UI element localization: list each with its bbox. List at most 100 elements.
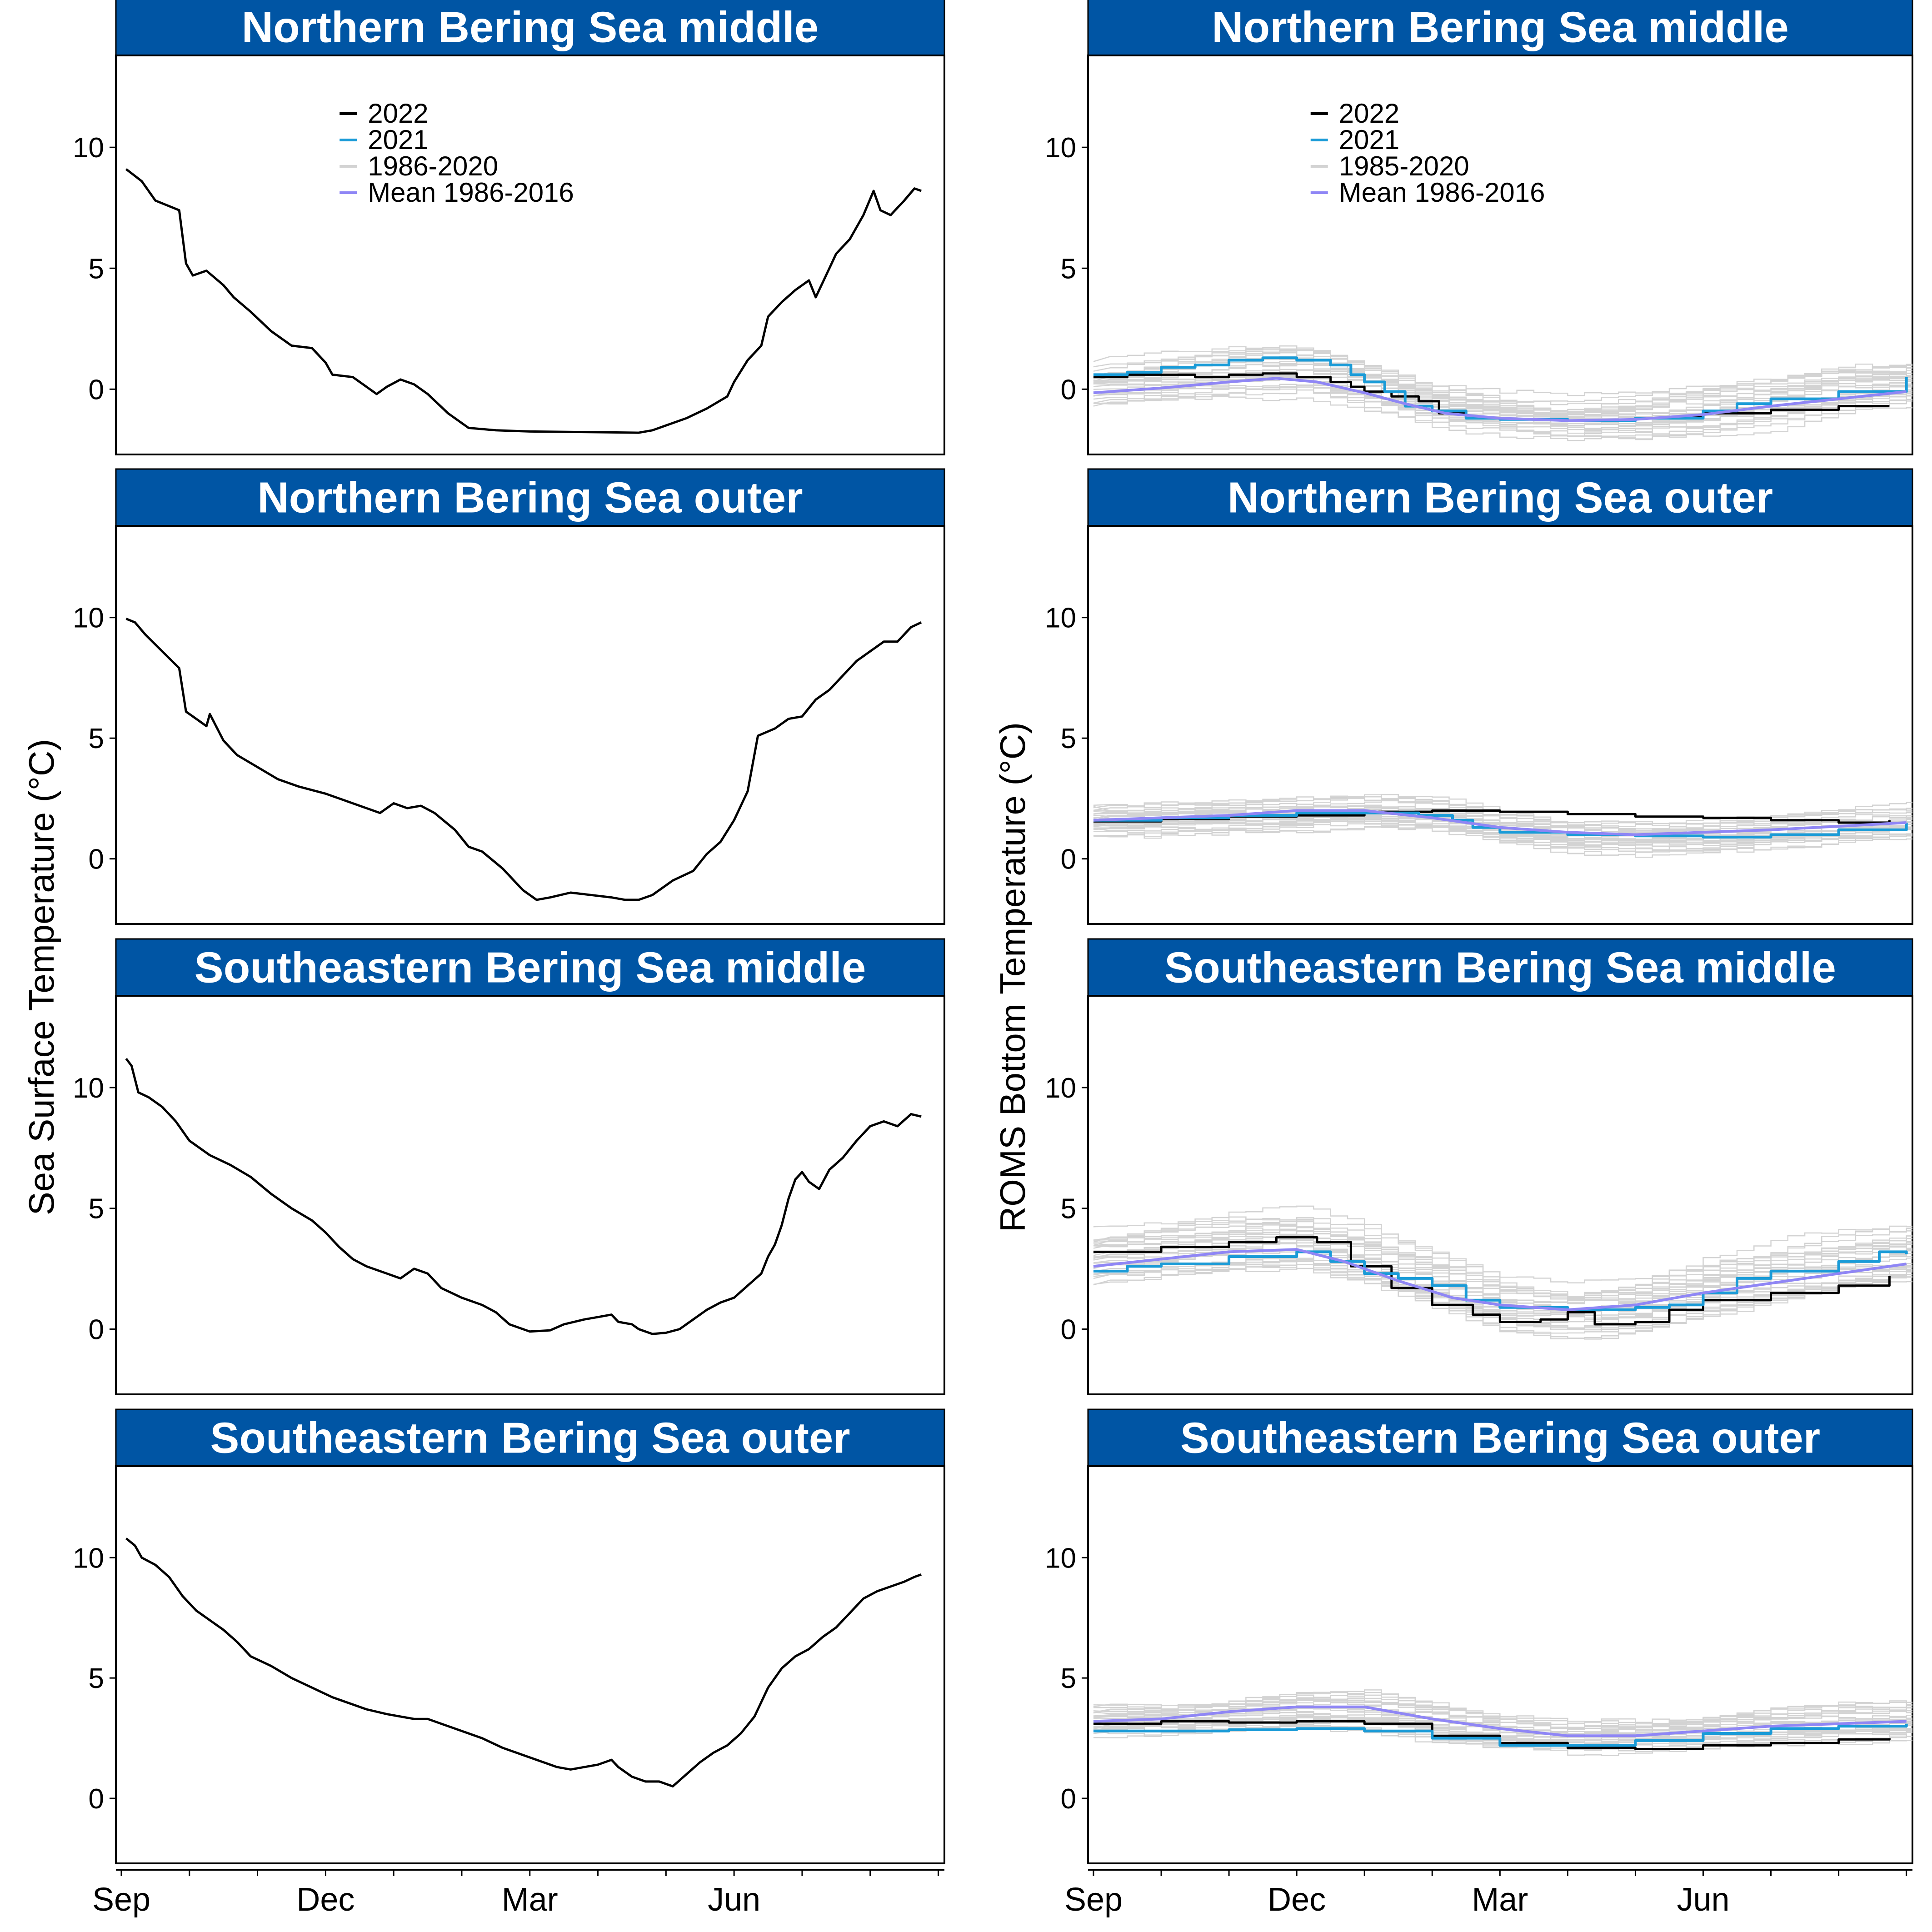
panel-border [115,55,945,455]
plot-area [125,168,922,434]
plot-area [125,1537,922,1787]
y-tick-label: 0 [1061,844,1076,875]
plot-area [1093,794,1912,858]
y-tick-label: 10 [1045,1543,1076,1574]
y-tick-label: 0 [1061,1783,1076,1815]
panel-strip [1087,0,1913,56]
x-tick-label: Mar [1472,1882,1528,1918]
legend-label: Mean 1986-2016 [368,177,574,208]
panel-strip [1087,468,1913,527]
y-tick-label: 10 [1045,603,1076,634]
legend-label: 1986-2020 [368,151,498,181]
history-line [1093,1217,1912,1301]
panel-3: Southeastern Bering Sea middle 0 5 10 [73,938,945,1395]
y-tick-label: 10 [73,1543,104,1574]
history-line [1093,1717,1912,1752]
legend-label: 1985-2020 [1339,151,1469,181]
y-tick-label: 5 [89,253,104,285]
x-tick-label: Dec [1268,1882,1326,1918]
plot-area [1093,1205,1912,1340]
history-line [1093,1697,1912,1723]
panel-title: Northern Bering Sea middle [1212,3,1789,52]
history-line [1093,1698,1912,1729]
y-tick-label: 5 [89,1663,104,1694]
x-tick-label: Jun [1677,1882,1729,1918]
panel-border [115,525,945,925]
y-tick-label: 5 [1061,253,1076,285]
panel-border [115,995,945,1395]
legend-label: 2022 [368,98,428,129]
y-axis-title-right: ROMS Bottom Temperature (°C) [993,722,1033,1232]
series-mean-1986-2016 [1093,809,1907,836]
panel-strip [115,0,945,56]
x-tick-label: Jun [708,1882,760,1918]
series-2021 [1093,1250,1908,1311]
y-tick-label: 5 [89,1193,104,1225]
history-line [1093,389,1912,440]
legend-label: 2022 [1339,98,1399,129]
panel-border [1087,1465,1913,1864]
panel-title: Southeastern Bering Sea middle [1164,944,1836,992]
history-line [1093,386,1912,441]
series-mean-1986-2016 [1093,1248,1907,1311]
panel-strip [1087,938,1913,997]
y-tick-label: 10 [73,132,104,164]
x-tick-label: Dec [296,1882,354,1918]
legend-label: 2021 [368,125,428,155]
series-mean-1986-2016 [1093,377,1907,422]
plot-area [1093,345,1912,441]
panel-title: Northern Bering Sea outer [1228,474,1773,522]
panel-6: Northern Bering Sea outer 0 5 10 [1045,468,1913,925]
plot-area [1093,1689,1912,1756]
y-tick-label: 5 [89,723,104,754]
panel-7: Southeastern Bering Sea middle 0 5 10 [1045,938,1913,1395]
history-line [1093,1697,1912,1736]
history-line [1093,1216,1912,1283]
plot-area [125,618,922,901]
history-line [1093,1716,1912,1742]
y-tick-label: 0 [89,1314,104,1345]
y-tick-label: 10 [1045,1073,1076,1104]
series-2022 [125,168,922,434]
history-line [1093,384,1912,430]
history-line [1093,1248,1912,1317]
series-2022 [125,1058,922,1335]
y-tick-label: 0 [89,1783,104,1815]
history-line [1093,1702,1912,1739]
series-2022 [125,618,922,901]
series-2022 [125,1537,922,1787]
x-tick-label: Sep [92,1882,150,1918]
y-tick-label: 10 [1045,132,1076,164]
y-tick-label: 0 [1061,1314,1076,1345]
y-tick-label: 5 [1061,1663,1076,1694]
history-line [1093,348,1912,405]
plot-area [125,1058,922,1335]
history-line [1093,820,1912,856]
y-axis-title-left: Sea Surface Temperature (°C) [21,739,61,1216]
panel-8: Southeastern Bering Sea outer 0 5 10 Sep Dec M… [1045,1408,1913,1918]
panel-title: Northern Bering Sea middle [242,3,819,52]
history-line [1093,820,1912,852]
x-tick-label: Sep [1064,1882,1123,1918]
history-line [1093,1246,1912,1316]
panel-4: Southeastern Bering Sea outer 0 5 10 Sep Dec M… [73,1408,945,1918]
panel-border [1087,995,1913,1395]
y-tick-label: 0 [89,844,104,875]
y-tick-label: 5 [1061,1193,1076,1225]
panel-1: Northern Bering Sea middle 0 5 10 2022202119… [73,0,945,455]
panel-border [115,1465,945,1864]
series-2021 [1093,1723,1908,1747]
series-mean-1986-2016 [1093,1705,1907,1737]
panel-title: Southeastern Bering Sea middle [195,944,866,992]
y-tick-label: 0 [1061,374,1076,405]
y-tick-label: 5 [1061,723,1076,754]
panel-5: Northern Bering Sea middle 0 5 10 2022202119… [1045,0,1913,455]
y-tick-label: 10 [73,1073,104,1104]
panel-title: Northern Bering Sea outer [257,474,803,522]
panel-strip [115,468,945,527]
legend-label: Mean 1986-2016 [1339,177,1545,208]
panel-title: Southeastern Bering Sea outer [210,1414,850,1463]
panel-2: Northern Bering Sea outer 0 5 10 [73,468,945,925]
legend-label: 2021 [1339,125,1399,155]
